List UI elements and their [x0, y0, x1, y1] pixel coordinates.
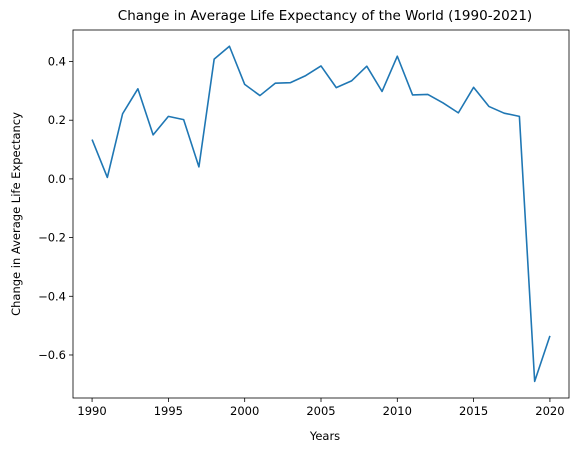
y-axis-label: Change in Average Life Expectancy — [9, 112, 23, 316]
x-axis: 1990 1995 2000 2005 2010 2015 2020 — [77, 398, 565, 418]
x-tick-label: 2005 — [306, 404, 335, 418]
y-tick-label: 0.2 — [48, 113, 66, 127]
x-tick-label: 2010 — [383, 404, 412, 418]
x-tick-label: 1995 — [154, 404, 183, 418]
y-tick-label: −0.2 — [38, 231, 66, 245]
y-tick-label: 0.0 — [48, 172, 66, 186]
y-tick-label: −0.4 — [38, 289, 66, 303]
series-line — [91, 45, 551, 383]
chart-title: Change in Average Life Expectancy of the… — [118, 8, 532, 24]
x-tick-label: 2020 — [535, 404, 564, 418]
y-tick-label: 0.4 — [48, 55, 66, 69]
x-tick-label: 1990 — [77, 404, 106, 418]
x-tick-label: 2000 — [230, 404, 259, 418]
x-tick-label: 2015 — [459, 404, 488, 418]
x-axis-label: Years — [309, 429, 340, 443]
y-tick-label: −0.6 — [38, 348, 66, 362]
plot-frame — [72, 29, 570, 399]
y-axis: −0.6 −0.4 −0.2 0.0 0.2 0.4 — [38, 55, 73, 362]
plot-area: 1990 1995 2000 2005 2010 2015 2020 −0.6−0.4−0.… — [38, 29, 570, 418]
